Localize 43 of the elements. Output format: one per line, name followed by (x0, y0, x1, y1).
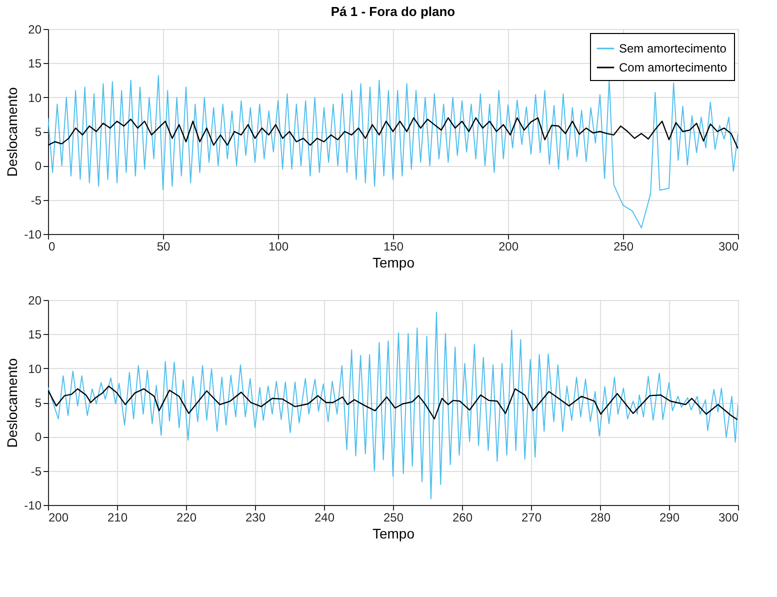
x-tick-label: 0 (48, 240, 56, 254)
x-tick-label: 230 (245, 510, 266, 524)
y-tick-label: 15 (28, 56, 42, 71)
chart-title: Pá 1 - Fora do plano (330, 4, 456, 19)
legend-label: Com amortecimento (619, 60, 728, 74)
x-tick-label: 280 (590, 510, 611, 524)
y-tick-label: 10 (28, 90, 42, 105)
x-tick-label: 100 (268, 240, 289, 254)
x-tick-label: 150 (383, 240, 404, 254)
y-tick-label: -10 (24, 498, 42, 512)
x-tick-label: 200 (498, 240, 519, 254)
y-tick-label: 5 (34, 125, 42, 139)
line-series (48, 117, 738, 150)
y-tick-label: -5 (30, 464, 42, 478)
y-axis-title: Deslocamento (4, 87, 20, 177)
y-tick-label: -10 (24, 228, 42, 242)
x-tick-label: 210 (107, 510, 128, 524)
x-tick-label: 300 (718, 240, 739, 254)
x-tick-label: 240 (314, 510, 335, 524)
line-series (48, 312, 738, 500)
y-tick-label: 0 (34, 159, 42, 174)
line-series (48, 74, 738, 228)
y-tick-label: 15 (28, 328, 42, 342)
x-tick-label: 200 (48, 510, 69, 524)
x-tick-label: 250 (613, 240, 634, 254)
y-tick-label: 5 (34, 396, 42, 410)
y-tick-label: -5 (30, 193, 42, 208)
y-tick-label: 20 (28, 22, 42, 36)
x-axis-title: Tempo (372, 526, 415, 542)
y-axis-title: Deslocamento (4, 358, 20, 448)
x-tick-label: 260 (452, 510, 473, 524)
line-series (48, 386, 738, 420)
x-tick-label: 300 (718, 510, 739, 524)
x-tick-label: 220 (176, 510, 197, 524)
x-axis-title: Tempo (372, 254, 415, 270)
y-tick-label: 10 (28, 362, 42, 376)
legend-label: Sem amortecimento (619, 42, 727, 56)
x-tick-label: 270 (521, 510, 542, 524)
x-tick-label: 50 (156, 240, 170, 254)
x-tick-label: 250 (383, 510, 404, 524)
x-tick-label: 290 (659, 510, 680, 524)
y-tick-label: 20 (28, 294, 42, 308)
y-tick-label: 0 (34, 430, 42, 444)
